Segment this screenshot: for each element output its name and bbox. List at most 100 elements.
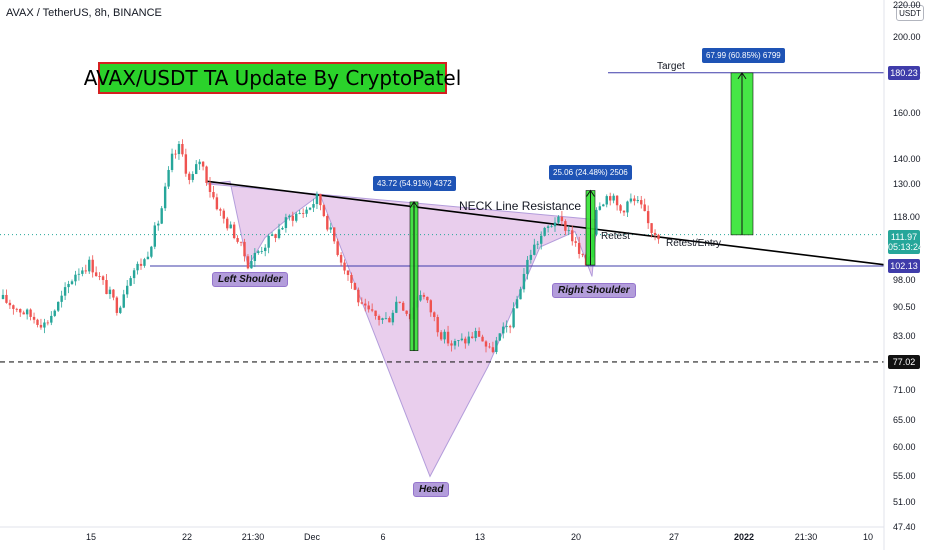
candle-body (429, 300, 432, 313)
candle-body (146, 256, 150, 260)
right-shoulder-label: Right Shoulder (552, 283, 636, 298)
y-tick-label: 118.00 (893, 211, 920, 222)
candle-body (457, 340, 460, 342)
candle-body (370, 309, 374, 311)
candle-body (533, 244, 536, 255)
candle-body (246, 256, 250, 269)
candle-body (405, 310, 408, 314)
candle-body (281, 228, 284, 230)
candle-body (646, 211, 650, 224)
candle-body (88, 259, 91, 272)
candle-body (322, 205, 326, 216)
candle-body (615, 195, 619, 206)
candle-body (257, 251, 260, 253)
candle-body (353, 282, 357, 290)
candle-body (339, 254, 343, 263)
candle-body (633, 198, 636, 202)
axes (0, 0, 885, 550)
candle-body (150, 246, 153, 257)
measure-box-head: 43.72 (54.91%) 4372 (373, 176, 456, 191)
support-price-tag: 77.02 (888, 354, 920, 369)
candle-body (350, 274, 353, 283)
candle-body (63, 287, 67, 296)
x-tick-label: 27 (668, 532, 680, 542)
candle-body (305, 209, 308, 214)
candle-body (15, 308, 18, 310)
y-tick-label: 160.00 (893, 108, 921, 119)
candle-body (74, 274, 77, 282)
candle-body (474, 330, 477, 339)
candle-body (467, 336, 470, 344)
candle-body (540, 235, 543, 244)
candle-body (232, 224, 236, 239)
candle-body (626, 201, 629, 213)
x-tick-label: 10 (862, 532, 874, 542)
candle-body (19, 309, 22, 313)
candle-body (239, 241, 243, 243)
title-banner: AVAX/USDT TA Update By CryptoPatel (84, 62, 461, 94)
target-price-tag: 180.23 (888, 65, 920, 80)
measure-box-target: 67.99 (60.85%) 6799 (702, 48, 785, 63)
candle-body (53, 310, 56, 316)
candle-body (315, 193, 319, 205)
candle-body (536, 243, 539, 245)
candle-body (498, 333, 501, 341)
candle-body (77, 273, 81, 275)
candle-body (526, 259, 529, 274)
candle-body (43, 322, 46, 328)
candle-body (374, 310, 377, 316)
candle-body (198, 161, 201, 165)
candle-body (291, 215, 294, 221)
retest-label: Retest (601, 231, 630, 242)
y-tick-label: 60.00 (893, 441, 916, 452)
candle-body (508, 326, 512, 328)
candle-body (212, 191, 215, 198)
current-price-tag: 111.97 05:13:24 (888, 229, 923, 254)
head-shoulders-pattern (206, 180, 598, 478)
y-tick-label: 47.40 (893, 522, 916, 532)
candle-body (381, 318, 384, 320)
candle-body (126, 285, 129, 295)
candle-body (581, 253, 584, 255)
candle-body (550, 226, 553, 228)
candle-body (295, 213, 298, 221)
y-tick-label: 98.00 (893, 274, 916, 285)
candle-body (522, 273, 526, 290)
retest-entry-label: Retest/Entry (666, 238, 722, 249)
candle-body (81, 270, 84, 274)
candle-body (184, 154, 188, 174)
candle-body (119, 307, 122, 313)
y-tick-label: 140.00 (893, 153, 921, 164)
left-shoulder-label: Left Shoulder (212, 272, 289, 287)
pattern-shape (206, 180, 598, 478)
candle-body (491, 347, 495, 353)
symbol-title: AVAX / TetherUS, 8h, BINANCE (6, 7, 162, 19)
candle-body (284, 217, 288, 229)
candle-body (602, 204, 605, 207)
candle-body (46, 322, 50, 324)
candle-body (312, 204, 315, 208)
candle-body (67, 283, 70, 288)
candle-body (277, 229, 281, 238)
candle-body (450, 343, 453, 346)
candle-body (243, 241, 246, 257)
candle-body (446, 331, 450, 344)
currency-button[interactable]: USDT (896, 5, 924, 21)
x-tick-label: 15 (85, 532, 97, 542)
candle-body (57, 301, 60, 311)
candle-body (546, 226, 550, 228)
candle-body (426, 296, 429, 301)
y-tick-label: 71.00 (893, 384, 916, 395)
candle-body (153, 225, 156, 247)
candle-body (226, 218, 229, 229)
candle-body (215, 197, 219, 210)
neckline-trendline (206, 180, 885, 266)
candle-body (129, 278, 132, 286)
y-tick-label: 220.00 (893, 0, 921, 10)
candle-body (433, 312, 436, 318)
measure-bar-target-arrowhead (737, 71, 747, 80)
candle-body (98, 276, 101, 277)
candle-body (460, 338, 464, 341)
